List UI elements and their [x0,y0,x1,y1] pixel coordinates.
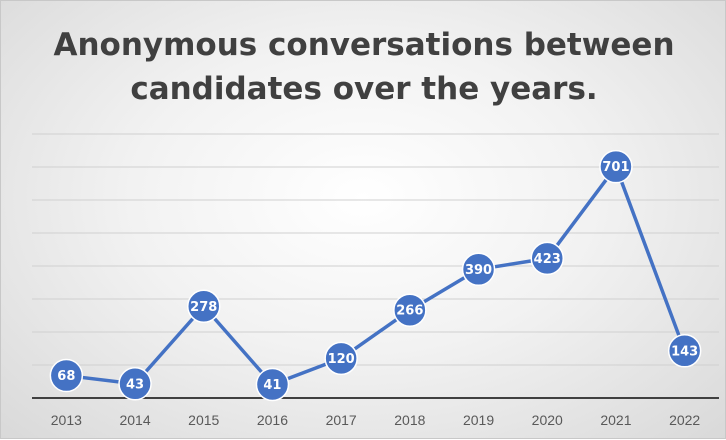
data-label: 120 [328,352,355,367]
data-point [118,367,152,401]
data-point [599,149,633,184]
data-markers: 68 43 278 41 120 266 390 423 701 143 [49,149,702,402]
data-label: 701 [602,160,629,175]
data-point [187,289,221,324]
data-point [324,341,358,376]
data-point [255,367,290,402]
chart-title-line-1: Anonymous conversations between [53,27,675,63]
data-label: 143 [671,344,698,359]
data-label: 41 [263,378,281,393]
series-line [66,164,687,387]
data-label: 390 [465,263,492,278]
data-label: 423 [534,252,561,267]
x-tick-label: 2017 [326,412,357,428]
x-tick-label: 2022 [669,412,700,428]
data-label: 266 [396,304,423,319]
x-tick-label: 2016 [257,412,288,428]
chart-title-line-2: candidates over the years. [130,71,598,107]
data-label: 43 [126,377,144,392]
x-tick-labels: 2013 2014 2015 2016 2017 2018 2019 2020 2021 2022 [51,412,701,428]
data-point [461,252,496,287]
data-point [530,241,564,276]
data-label: 278 [190,300,217,315]
x-tick-label: 2018 [394,412,425,428]
x-tick-label: 2019 [463,412,494,428]
x-tick-label: 2014 [119,412,150,428]
data-point [667,334,702,368]
data-point [49,358,84,393]
x-tick-label: 2015 [188,412,219,428]
x-tick-label: 2020 [532,412,563,428]
data-point [393,293,427,327]
x-tick-label: 2021 [600,412,631,428]
x-tick-label: 2013 [51,412,82,428]
data-label: 68 [57,369,75,384]
series-line-path [66,164,687,387]
chart-title: Anonymous conversations between candidat… [1,23,726,111]
